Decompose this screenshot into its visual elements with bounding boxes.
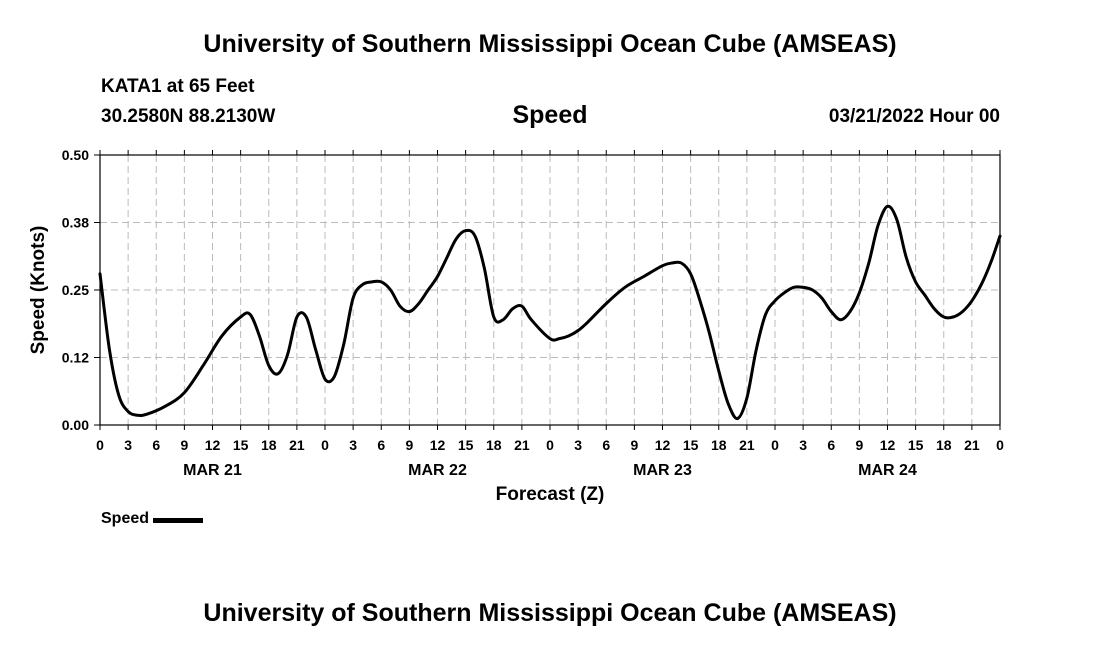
y-axis-label: Speed (Knots) (28, 226, 49, 355)
x-tick-label: 18 (711, 437, 727, 453)
plot-frame (99, 154, 1001, 426)
series-layer (98, 204, 1002, 420)
variable-subtitle: Speed (512, 101, 588, 129)
x-tick-label: 3 (349, 437, 357, 453)
x-tick-label: 3 (799, 437, 807, 453)
x-tick-label: 0 (546, 437, 554, 453)
y-tick-label: 0.25 (62, 282, 89, 298)
x-axis: 0 3 6 9 12 15 18 21 0 3 6 9 12 15 18 21 0 3 6 9 12 15 18 21 0 3 6 9… (96, 150, 1004, 479)
legend-swatch (153, 518, 204, 523)
x-tick-label: 12 (205, 437, 221, 453)
x-tick-label: 21 (289, 437, 305, 453)
x-tick-label: 15 (683, 437, 699, 453)
x-tick-label: 12 (430, 437, 446, 453)
x-tick-label: 21 (964, 437, 980, 453)
forecast-date-label: 03/21/2022 Hour 00 (828, 106, 1000, 127)
x-tick-label: 6 (377, 437, 385, 453)
x-tick-label: 9 (630, 437, 638, 453)
x-day-label: MAR 24 (858, 462, 917, 479)
x-tick-label: 6 (152, 437, 160, 453)
legend-label: Speed (101, 510, 150, 527)
y-tick-label: 0.38 (62, 215, 89, 231)
x-tick-label: 0 (771, 437, 779, 453)
x-tick-label: 0 (321, 437, 329, 453)
x-tick-label: 12 (655, 437, 671, 453)
y-tick-label: 0.00 (62, 417, 89, 433)
x-tick-label: 3 (124, 437, 132, 453)
x-tick-label: 9 (855, 437, 863, 453)
y-tick-label: 0.50 (62, 147, 89, 163)
x-tick-label: 21 (514, 437, 530, 453)
x-day-label: MAR 22 (408, 462, 467, 479)
x-tick-label: 9 (405, 437, 413, 453)
x-tick-label: 15 (233, 437, 249, 453)
x-axis-label: Forecast (Z) (496, 484, 605, 505)
x-tick-label: 18 (261, 437, 277, 453)
y-tick-label: 0.12 (62, 350, 89, 366)
x-tick-label: 15 (908, 437, 924, 453)
x-tick-label: 12 (880, 437, 896, 453)
x-tick-label: 18 (936, 437, 952, 453)
coordinates-label: 30.2580N 88.2130W (101, 106, 276, 127)
x-tick-label: 0 (996, 437, 1004, 453)
x-tick-label: 15 (458, 437, 474, 453)
chart-title: University of Southern Mississippi Ocean… (203, 30, 897, 58)
x-tick-label: 6 (827, 437, 835, 453)
x-day-label: MAR 23 (633, 462, 692, 479)
x-tick-label: 0 (96, 437, 104, 453)
grid-lines (100, 155, 1000, 425)
x-day-label: MAR 21 (183, 462, 242, 479)
footer-title: University of Southern Mississippi Ocean… (203, 599, 897, 627)
x-tick-label: 6 (602, 437, 610, 453)
x-tick-label: 9 (180, 437, 188, 453)
x-tick-label: 3 (574, 437, 582, 453)
series-line-speed (98, 204, 1002, 420)
y-axis: 0.00 0.12 0.25 0.38 0.50 (62, 147, 100, 433)
station-label: KATA1 at 65 Feet (101, 76, 255, 97)
legend: Speed (101, 510, 204, 528)
x-tick-label: 21 (739, 437, 755, 453)
x-tick-label: 18 (486, 437, 502, 453)
